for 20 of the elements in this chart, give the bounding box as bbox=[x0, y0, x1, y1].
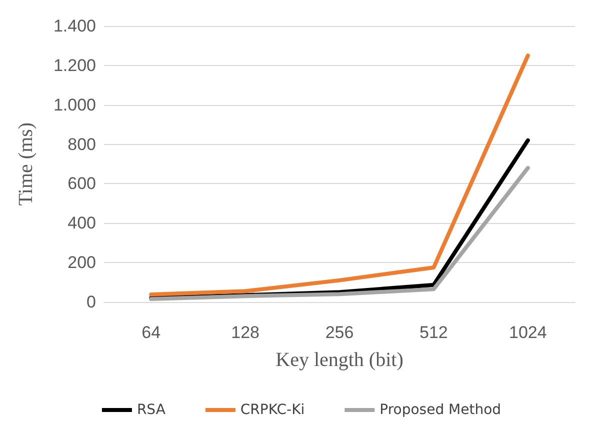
y-tick-label: 200 bbox=[68, 253, 96, 272]
x-tick-label: 512 bbox=[420, 323, 448, 342]
y-tick-label: 600 bbox=[68, 174, 96, 194]
y-tick-label: 0 bbox=[86, 292, 96, 312]
legend-label: CRPKC-Ki bbox=[240, 402, 305, 418]
x-axis-title: Key length (bit) bbox=[276, 349, 404, 371]
x-tick-label: 1024 bbox=[508, 323, 547, 342]
legend-label: RSA bbox=[136, 402, 166, 418]
y-tick-label: 1.000 bbox=[53, 95, 96, 114]
y-tick-label: 400 bbox=[68, 214, 96, 233]
legend-label: Proposed Method bbox=[380, 402, 502, 418]
x-tick-label: 64 bbox=[142, 323, 161, 342]
x-tick-label: 128 bbox=[231, 323, 260, 342]
y-tick-label: 1.400 bbox=[53, 16, 96, 36]
line-series bbox=[149, 166, 530, 302]
line-series bbox=[149, 54, 530, 297]
y-tick-label: 1.200 bbox=[53, 56, 96, 75]
x-tick-label: 256 bbox=[325, 323, 354, 342]
y-tick-label: 800 bbox=[68, 134, 96, 154]
y-axis-title: Time (ms) bbox=[15, 122, 37, 206]
